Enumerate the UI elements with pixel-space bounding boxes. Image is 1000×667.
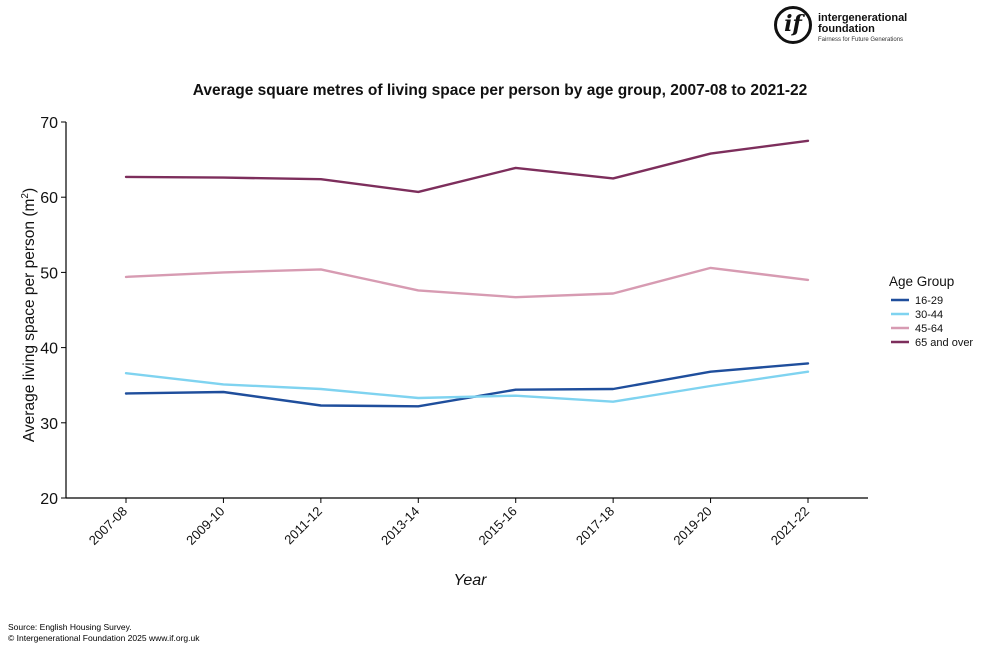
logo-mark: if	[784, 11, 802, 37]
x-tick-label: 2015-16	[475, 504, 519, 548]
x-tick-label: 2017-18	[573, 504, 617, 548]
series-line-30-44	[124, 370, 810, 403]
footer: Source: English Housing Survey. © Interg…	[8, 622, 200, 644]
y-axis-label-end: )	[21, 188, 38, 193]
logo-circle-icon	[774, 6, 812, 44]
logo: if intergenerational foundation Fairness…	[774, 6, 954, 52]
legend-label: 65 and over	[915, 337, 973, 349]
x-tick-label: 2013-14	[378, 504, 422, 548]
logo-tagline: Fairness for Future Generations	[818, 37, 904, 43]
chart-title: Average square metres of living space pe…	[193, 82, 808, 99]
x-tick-label: 2009-10	[183, 504, 227, 548]
y-axis-label-text: Average living space per person (m	[21, 199, 38, 443]
y-tick-label: 50	[40, 265, 58, 282]
logo-name-line2: foundation	[818, 23, 875, 35]
source-note: Source: English Housing Survey.	[8, 622, 132, 632]
x-tick-label: 2019-20	[670, 504, 714, 548]
y-tick-label: 70	[40, 115, 58, 132]
y-tick-label: 60	[40, 190, 58, 207]
y-tick-label: 40	[40, 341, 58, 358]
y-tick-label: 30	[40, 416, 58, 433]
series-line-45-64	[124, 266, 810, 299]
y-axis-label: Average living space per person (m2)	[20, 188, 38, 442]
series-line-65-and-over	[124, 139, 810, 194]
copyright-note: © Intergenerational Foundation 2025 www.…	[8, 633, 200, 643]
legend-label: 45-64	[915, 323, 943, 335]
legend-label: 30-44	[915, 309, 943, 321]
y-axis-label-superscript: 2	[20, 193, 31, 199]
legend-title: Age Group	[889, 274, 954, 289]
y-tick-label: 20	[40, 491, 58, 508]
x-tick-label: 2011-12	[281, 504, 325, 548]
legend-label: 16-29	[915, 295, 943, 307]
x-tick-label: 2021-22	[768, 504, 812, 548]
logo-name: intergenerational foundation	[818, 13, 938, 35]
x-tick-label: 2007-08	[86, 504, 130, 548]
logo-name-line1: intergenerational	[818, 12, 908, 24]
x-axis-label: Year	[454, 572, 488, 589]
